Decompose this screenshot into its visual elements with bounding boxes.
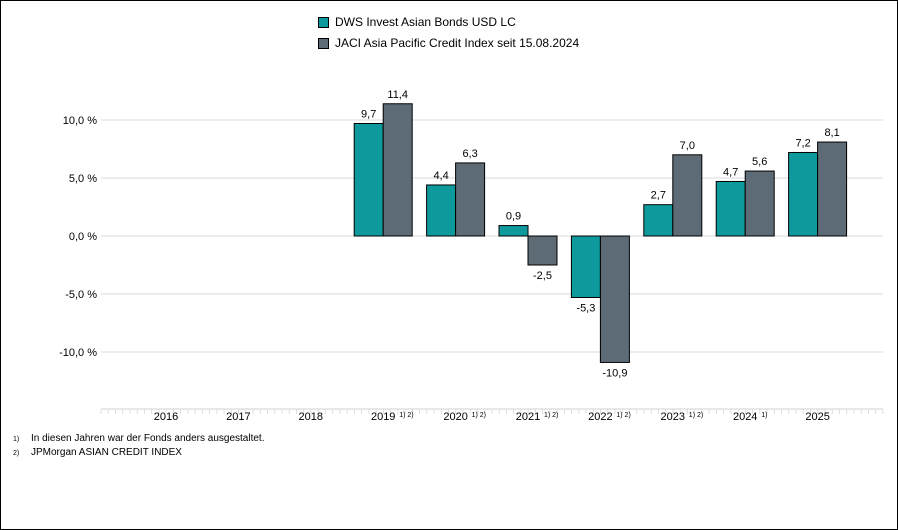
bar-index	[672, 154, 703, 237]
data-label: 9,7	[361, 108, 376, 120]
bar-index	[744, 170, 775, 237]
data-label: -2,5	[533, 270, 552, 282]
y-tick-label: 10,0 %	[63, 115, 97, 127]
data-label: 0,9	[506, 211, 521, 223]
data-label: -10,9	[602, 367, 627, 379]
bar-fund	[788, 151, 819, 237]
y-tick-label: -10,0 %	[59, 347, 97, 359]
legend-label-fund: DWS Invest Asian Bonds USD LC	[335, 15, 516, 29]
bar-fund	[643, 204, 674, 237]
x-tick-note: 1) 2)	[399, 412, 413, 419]
x-tick-label: 2024	[733, 411, 757, 423]
legend-item-index: JACI Asia Pacific Credit Index seit 15.0…	[318, 36, 579, 50]
x-tick-label: 2017	[226, 411, 250, 423]
data-label: 6,3	[462, 148, 477, 160]
x-tick-label: 2022	[588, 411, 612, 423]
bar-index	[817, 141, 848, 237]
y-tick-label: -5,0 %	[65, 289, 97, 301]
x-tick-note: 1) 2)	[689, 412, 703, 419]
x-tick-label: 2021	[516, 411, 540, 423]
bar-chart: 10,0 % 5,0 % 0,0 % -5,0 % -10,0 % 2016 2017 201…	[59, 89, 884, 423]
bar-index	[527, 235, 558, 266]
data-label: -5,3	[576, 302, 595, 314]
data-label: 11,4	[387, 89, 408, 101]
footnote-marker: 2)	[13, 450, 20, 457]
footnote-marker: 1)	[13, 436, 20, 443]
x-tick-label: 2025	[805, 411, 829, 423]
x-tick-note: 1) 2)	[472, 412, 486, 419]
bar-index	[455, 162, 486, 237]
x-tick-label: 2020	[443, 411, 467, 423]
x-tick-label: 2016	[154, 411, 178, 423]
data-label: 4,7	[723, 166, 738, 178]
bar-fund	[498, 225, 529, 237]
bar-index	[599, 235, 630, 363]
x-tick-label: 2019	[371, 411, 395, 423]
data-label: 2,7	[651, 190, 666, 202]
x-tick-note: 1) 2)	[544, 412, 558, 419]
bar-index	[382, 103, 413, 237]
bar-fund	[715, 180, 746, 237]
legend-label-index: JACI Asia Pacific Credit Index seit 15.0…	[335, 36, 580, 50]
footnote-2: 2) JPMorgan ASIAN CREDIT INDEX	[13, 446, 264, 460]
bar-fund	[426, 184, 457, 237]
footnote-text: JPMorgan ASIAN CREDIT INDEX	[31, 447, 182, 458]
x-tick-note: 1)	[761, 412, 767, 419]
bar-fund	[353, 122, 384, 237]
x-tick-note: 1) 2)	[616, 412, 630, 419]
x-tick-label: 2023	[661, 411, 685, 423]
footnote-1: 1) In diesen Jahren war der Fonds anders…	[13, 432, 264, 446]
data-label: 8,1	[824, 127, 839, 139]
data-label: 7,0	[680, 140, 695, 152]
legend-swatch-index	[318, 37, 329, 49]
data-label: 4,4	[433, 170, 448, 182]
data-label: 5,6	[752, 156, 767, 168]
bar-fund	[570, 235, 601, 298]
y-tick-label: 0,0 %	[69, 231, 97, 243]
data-label: 7,2	[795, 137, 810, 149]
x-tick-label: 2018	[299, 411, 323, 423]
y-tick-label: 5,0 %	[69, 173, 97, 185]
footnotes: 1) In diesen Jahren war der Fonds anders…	[13, 432, 264, 460]
legend-item-fund: DWS Invest Asian Bonds USD LC	[318, 15, 516, 29]
legend-swatch-fund	[318, 16, 329, 28]
footnote-text: In diesen Jahren war der Fonds anders au…	[31, 433, 265, 444]
